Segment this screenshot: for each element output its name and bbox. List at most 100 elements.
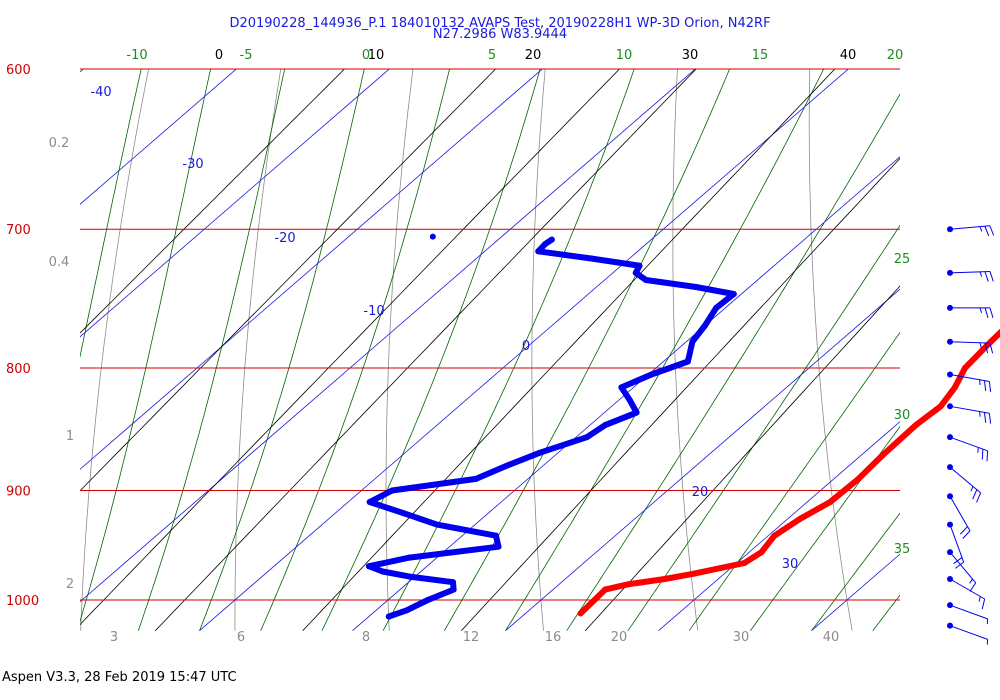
wind-barb-staff	[949, 524, 965, 563]
dewpoint-point	[403, 607, 410, 614]
dewpoint-point	[365, 563, 372, 570]
wind-barb-feather	[959, 526, 968, 535]
dry-adiabat-line	[234, 69, 282, 631]
temperature-point	[961, 365, 968, 372]
moist-adiabat-line	[199, 69, 365, 631]
wind-barb-feather	[983, 380, 987, 392]
background-lines	[0, 60, 900, 632]
wind-barb	[947, 371, 992, 392]
moist-adiabat-line	[80, 69, 212, 623]
moist-adiabat-label: 5	[488, 48, 496, 63]
footer-version-text: Aspen V3.3, 28 Feb 2019 15:47 UTC	[2, 670, 237, 685]
moist-adiabat-line	[260, 69, 451, 631]
temperature-point	[591, 597, 598, 603]
wind-barb-feather	[962, 530, 971, 539]
dewpoint-point	[701, 322, 708, 329]
isobar-label: 1000	[6, 594, 39, 609]
dewpoint-point	[626, 397, 633, 404]
wind-barb	[947, 225, 995, 237]
dry-adiabat-line	[531, 69, 546, 631]
dewpoint-point	[535, 248, 542, 255]
moist-adiabat-line	[137, 69, 286, 631]
temperature-point	[758, 549, 765, 556]
wind-barb	[947, 304, 994, 319]
mixing-ratio-bottom-label: 12	[463, 630, 480, 645]
mixing-ratio-top-label: 20	[525, 48, 542, 63]
wind-barb	[947, 622, 989, 645]
mixing-ratio-line	[80, 69, 496, 492]
dewpoint-point	[588, 255, 595, 262]
dry-adiabat-line	[808, 69, 853, 631]
temperature-point	[602, 586, 609, 593]
temperature-point	[879, 452, 886, 459]
wind-barb-staff	[949, 225, 990, 230]
wind-barb-feather	[986, 450, 989, 462]
wind-barb-half-feather	[979, 379, 981, 385]
wind-barb-staff	[949, 405, 990, 414]
mixing-ratio-bottom-label: 3	[110, 630, 118, 645]
mixing-ratio-bottom-label: 16	[545, 630, 562, 645]
temperature-point	[577, 610, 584, 617]
isotherm-line	[199, 69, 849, 632]
wind-barb-feather	[969, 582, 977, 592]
dewpoint-point	[632, 269, 639, 276]
dry-adiabat-line	[0, 60, 18, 630]
wind-barb-half-feather	[979, 271, 983, 277]
isotherm-line	[80, 69, 237, 205]
temperature-point	[796, 515, 803, 522]
wind-barb-half-feather	[978, 596, 981, 602]
wind-barb-staff	[949, 270, 990, 274]
moist-adiabat-line	[321, 69, 541, 631]
dewpoint-point	[548, 236, 555, 243]
wind-barb	[947, 602, 989, 625]
dewpoint-point	[408, 573, 415, 580]
mixing-ratio-top-label: 40	[840, 48, 857, 63]
wind-barb-feather	[984, 226, 990, 237]
mixing-ratio-top-label: 30	[682, 48, 699, 63]
wind-barb-feather	[989, 342, 994, 354]
temperature-point	[855, 475, 862, 482]
wind-barb	[947, 493, 971, 539]
moist-adiabat-label: 10	[616, 48, 633, 63]
wind-barb	[947, 434, 989, 462]
moist-adiabat-label: 30	[894, 408, 911, 423]
dewpoint-profile-line	[365, 236, 737, 620]
moist-adiabat-label: -10	[126, 48, 147, 63]
dewpoint-point	[495, 543, 502, 550]
isobar-label: 700	[6, 223, 31, 238]
wind-barb-feather	[989, 225, 995, 236]
temperature-point	[951, 384, 958, 391]
dewpoint-point	[450, 586, 457, 593]
mixing-ratio-line	[80, 69, 345, 334]
mixing-ratio-top-label: 10	[368, 48, 385, 63]
dewpoint-point	[492, 532, 499, 539]
chart-title-line2: N27.2986 W83.9444	[432, 27, 568, 42]
dewpoint-point	[385, 613, 392, 620]
wind-barb-feather	[976, 492, 982, 503]
isotherm-line	[658, 421, 900, 632]
isotherm-line	[80, 69, 390, 338]
wind-barb	[947, 269, 994, 282]
isobar-label: 900	[6, 484, 31, 499]
temperature-point	[937, 403, 944, 410]
dewpoint-point	[542, 240, 549, 247]
dewpoint-point	[424, 597, 431, 603]
wind-barb	[947, 464, 982, 503]
temperature-point	[661, 575, 668, 582]
wind-barb-half-feather	[979, 411, 981, 417]
dewpoint-point	[583, 434, 590, 441]
temperature-point	[771, 532, 778, 539]
moist-adiabat-line	[443, 69, 731, 631]
mixing-ratio-top-label: 0	[215, 48, 223, 63]
wind-barb-feather	[981, 449, 984, 460]
isotherm-line	[80, 69, 696, 603]
dewpoint-point	[449, 579, 456, 586]
wind-barb-staff	[949, 374, 990, 382]
temperature-point	[624, 581, 631, 588]
wind-barb-staff	[949, 551, 977, 584]
mixing-ratio-left-label: 1	[66, 429, 74, 444]
isotherm-label: -10	[363, 304, 384, 319]
wind-barb	[947, 521, 965, 569]
wind-barb	[947, 403, 992, 424]
